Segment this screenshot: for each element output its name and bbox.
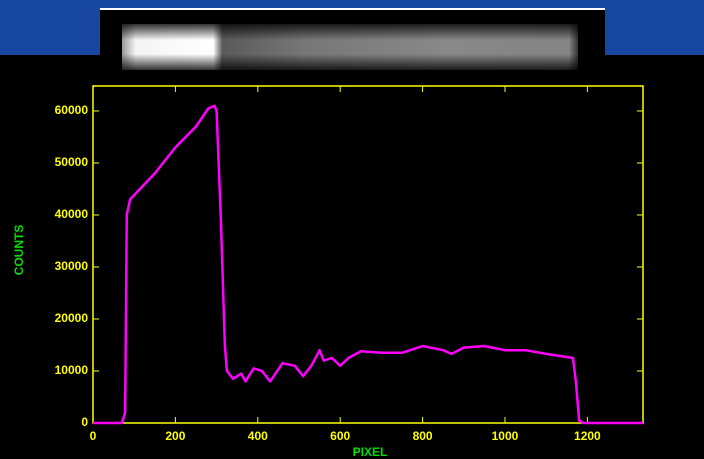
- y-tick-label: 50000: [55, 155, 89, 169]
- y-tick-label: 0: [81, 415, 88, 429]
- x-tick-label: 1200: [574, 429, 601, 443]
- page: {"chart_data": {"type": "line", "xlabel"…: [0, 0, 704, 459]
- data-line: [93, 106, 643, 423]
- chart: COUNTS PIXEL 010000200003000040000500006…: [0, 0, 704, 459]
- y-tick-label: 60000: [55, 103, 89, 117]
- x-tick-label: 600: [330, 429, 350, 443]
- x-tick-label: 0: [90, 429, 97, 443]
- y-tick-label: 40000: [55, 207, 89, 221]
- plot-frame: [93, 86, 643, 423]
- x-tick-label: 200: [165, 429, 185, 443]
- y-axis-label: COUNTS: [12, 225, 26, 276]
- y-tick-label: 20000: [55, 311, 89, 325]
- x-axis-label: PIXEL: [353, 445, 388, 459]
- x-tick-label: 400: [248, 429, 268, 443]
- y-tick-label: 10000: [55, 363, 89, 377]
- x-tick-label: 800: [413, 429, 433, 443]
- spectrum-shade: [122, 24, 578, 70]
- y-tick-label: 30000: [55, 259, 89, 273]
- x-tick-label: 1000: [492, 429, 519, 443]
